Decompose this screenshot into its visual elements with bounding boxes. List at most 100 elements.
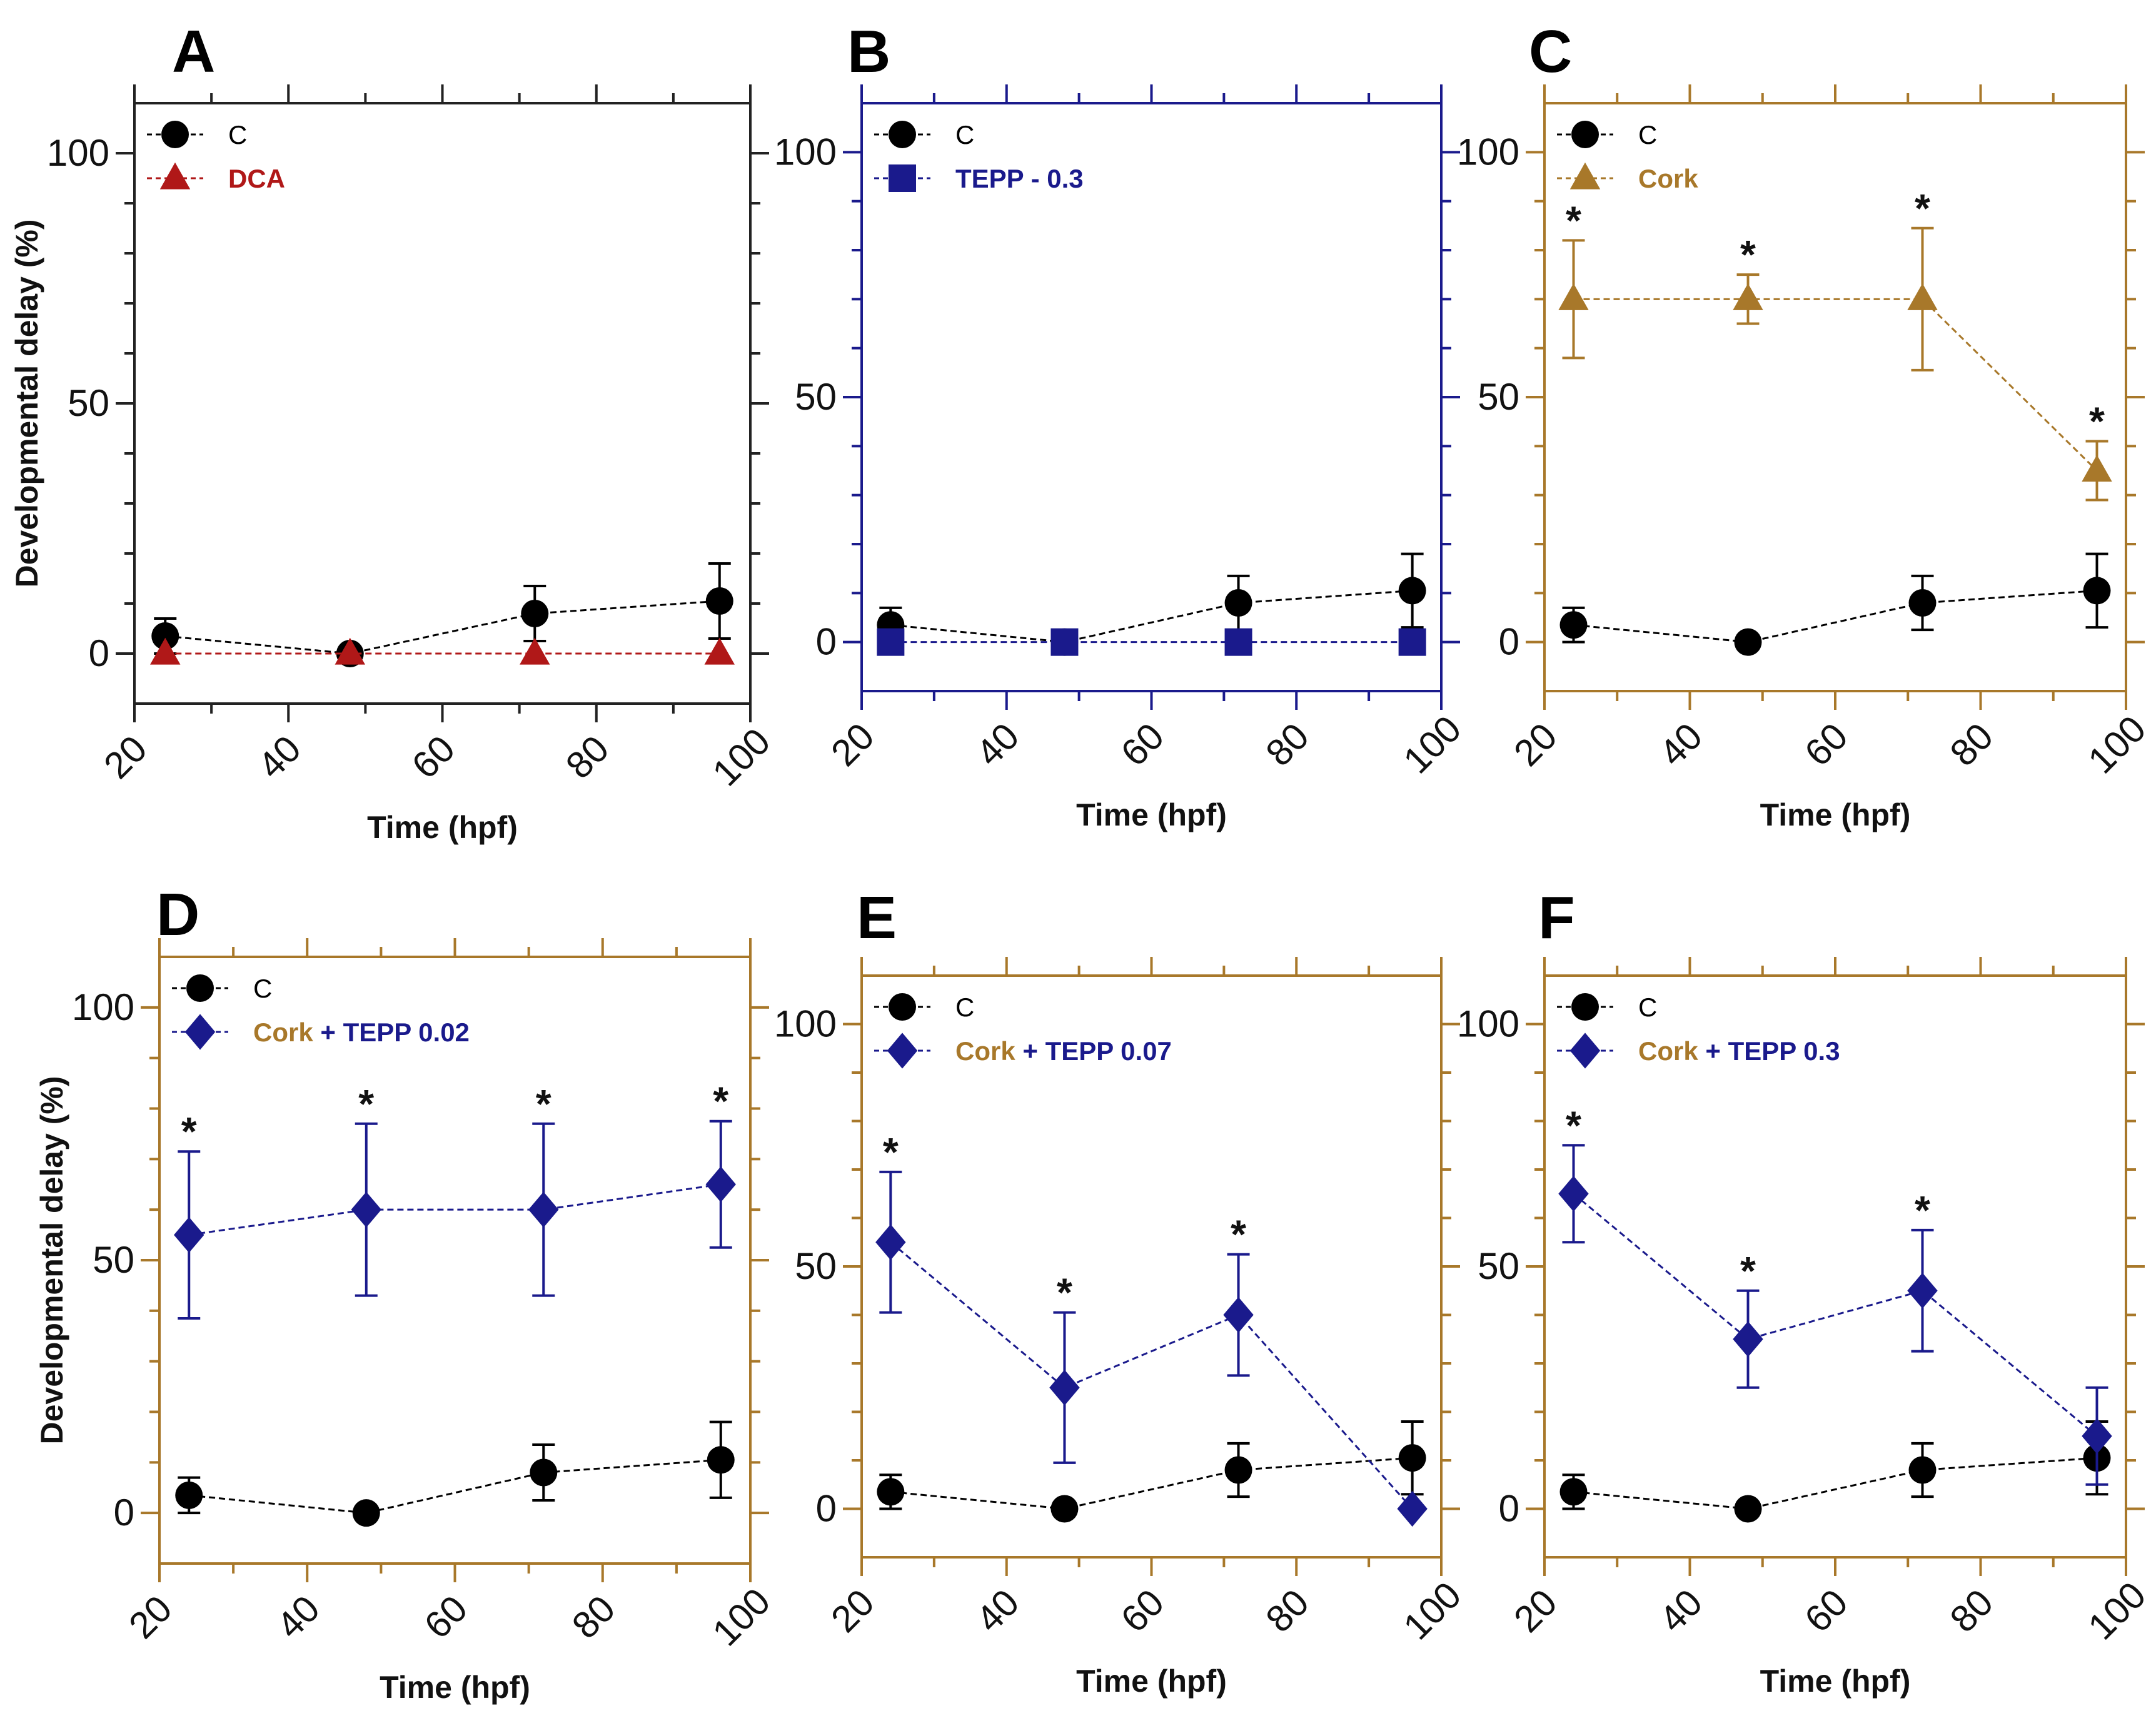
y-axis-title: Developmental delay (%) <box>9 219 44 587</box>
series-line <box>890 589 1413 644</box>
legend-label: Cork + TEPP 0.07 <box>955 1036 1172 1066</box>
series-line <box>1573 589 2097 644</box>
x-tick-label: 60 <box>416 1587 476 1647</box>
x-tick-label: 40 <box>1651 715 1711 774</box>
y-axis-title: Developmental delay (%) <box>34 1076 69 1444</box>
x-tick-label: 100 <box>1395 1574 1469 1647</box>
x-axis-title: Time (hpf) <box>1076 797 1227 832</box>
series-control: C <box>874 993 1426 1523</box>
panel-f: F 0 50 100 20 40 60 80 100 Time (hpf) C * * * Cork + T… <box>1457 884 2154 1699</box>
y-tick-label: 50 <box>1478 1245 1519 1287</box>
data-point <box>150 637 181 665</box>
data-point <box>877 628 905 656</box>
x-tick-label: 40 <box>249 727 309 787</box>
x-tick-label: 60 <box>404 727 463 787</box>
x-tick-label: 20 <box>823 715 882 774</box>
y-tick-label: 0 <box>1499 621 1519 663</box>
significance-star: * <box>1740 232 1756 277</box>
panel-letter: F <box>1538 884 1575 951</box>
data-point <box>1734 1495 1762 1523</box>
x-tick-label: 80 <box>1257 715 1317 774</box>
x-tick-label: 60 <box>1113 1581 1172 1640</box>
y-tick-label: 100 <box>47 132 109 174</box>
y-tick-label: 50 <box>1478 376 1519 418</box>
significance-star: * <box>1566 198 1581 243</box>
data-point <box>2082 1418 2112 1454</box>
series-treatment: TEPP - 0.3 <box>874 164 1426 656</box>
y-tick-label: 100 <box>72 986 134 1028</box>
data-point <box>707 1446 735 1474</box>
legend-label-part: Cork <box>253 1018 313 1047</box>
x-tick-label: 80 <box>564 1587 623 1647</box>
x-axis-title: Time (hpf) <box>380 1670 530 1705</box>
legend-label-part: C <box>228 120 247 149</box>
data-point <box>1907 283 1938 310</box>
legend-marker <box>889 993 916 1021</box>
series-line <box>1573 1457 2097 1510</box>
y-tick-label: 100 <box>1457 1003 1519 1045</box>
data-point <box>1050 628 1079 656</box>
legend-label: Cork <box>1638 164 1698 193</box>
series-control: C <box>172 974 735 1527</box>
data-point <box>2082 455 2112 482</box>
data-point <box>528 1191 559 1228</box>
data-point <box>875 1224 906 1260</box>
legend-label-part: C <box>1638 120 1657 149</box>
significance-star: * <box>1231 1212 1246 1257</box>
series-control: C <box>1557 993 2111 1523</box>
series-line <box>1573 298 2098 472</box>
legend-label-part: Cork <box>955 1036 1015 1066</box>
y-tick-label: 50 <box>795 1245 837 1287</box>
significance-star: * <box>2089 399 2105 444</box>
legend-marker <box>1569 1033 1601 1069</box>
legend-label: TEPP - 0.3 <box>955 164 1084 193</box>
data-point <box>1733 283 1763 310</box>
x-tick-label: 60 <box>1113 715 1172 774</box>
series-treatment: * * * Cork + TEPP 0.3 <box>1557 1033 2112 1486</box>
legend-label: C <box>955 120 974 149</box>
series-treatment: * * * * Cork + TEPP 0.02 <box>172 1014 736 1320</box>
legend-marker <box>1571 993 1599 1021</box>
significance-star: * <box>358 1081 374 1126</box>
legend-marker <box>1569 162 1601 189</box>
panel-b: B 0 50 100 20 40 60 80 100 Time (hpf) C TEPP - 0.3 <box>774 18 1469 832</box>
legend-label-part: C <box>1638 993 1657 1022</box>
data-point <box>704 637 735 665</box>
plot-frame <box>860 102 1443 692</box>
significance-star: * <box>1566 1103 1581 1148</box>
data-point <box>1224 589 1252 617</box>
series-control: C <box>1557 120 2111 656</box>
panel-c: C 0 50 100 20 40 60 80 100 Time (hpf) C * * * * Cork <box>1457 18 2154 832</box>
significance-star: * <box>181 1109 197 1154</box>
data-point <box>1398 1444 1426 1472</box>
x-tick-label: 100 <box>2080 707 2153 781</box>
plot-frame <box>158 956 752 1565</box>
legend-marker <box>159 162 191 189</box>
data-point <box>351 1191 381 1228</box>
significance-star: * <box>1740 1248 1756 1293</box>
data-point <box>877 1478 905 1506</box>
data-point <box>1734 628 1762 656</box>
significance-star: * <box>1915 186 1930 231</box>
x-tick-label: 40 <box>968 715 1027 774</box>
y-tick-label: 50 <box>795 376 837 418</box>
data-point <box>1050 1495 1079 1523</box>
x-tick-label: 20 <box>823 1581 882 1640</box>
x-axis-title: Time (hpf) <box>367 810 518 845</box>
data-point <box>520 637 550 665</box>
y-tick-label: 0 <box>89 632 109 674</box>
significance-star: * <box>713 1079 728 1124</box>
x-tick-label: 20 <box>96 727 155 787</box>
legend-label: DCA <box>228 164 285 193</box>
legend-marker <box>161 121 189 148</box>
series-line <box>189 1183 721 1236</box>
data-point <box>335 637 365 665</box>
x-tick-label: 20 <box>121 1587 180 1647</box>
legend-label-part: C <box>955 120 974 149</box>
x-tick-label: 20 <box>1506 715 1565 774</box>
legend-marker <box>887 1033 918 1069</box>
legend-label: C <box>955 993 974 1022</box>
y-tick-label: 0 <box>816 1488 837 1530</box>
legend-label-part: + TEPP 0.07 <box>1015 1036 1172 1066</box>
